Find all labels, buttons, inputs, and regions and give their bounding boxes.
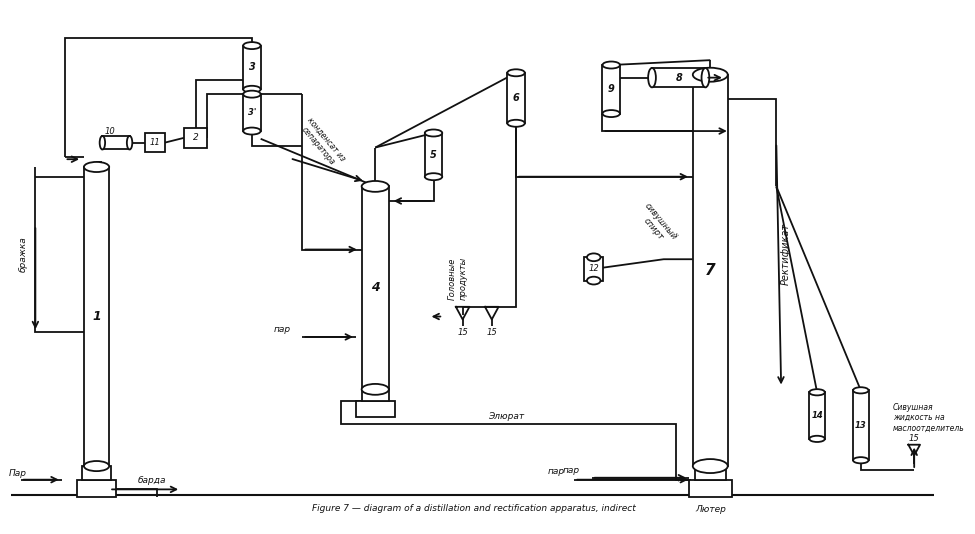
- Ellipse shape: [809, 389, 825, 395]
- Text: Figure 7 — diagram of a distillation and rectification apparatus, indirect: Figure 7 — diagram of a distillation and…: [312, 504, 636, 513]
- Ellipse shape: [99, 136, 105, 150]
- Bar: [584, 257, 604, 280]
- Ellipse shape: [243, 86, 260, 93]
- Ellipse shape: [853, 387, 869, 394]
- Ellipse shape: [587, 254, 601, 261]
- Bar: [184, 128, 208, 147]
- Bar: [362, 389, 389, 401]
- Text: Лютер: Лютер: [695, 505, 725, 514]
- Bar: [84, 167, 109, 466]
- Ellipse shape: [425, 173, 443, 180]
- Text: 4: 4: [370, 281, 379, 294]
- Bar: [362, 186, 389, 389]
- Text: пар: пар: [563, 466, 580, 475]
- Text: 3': 3': [248, 108, 256, 117]
- Text: 8: 8: [676, 73, 682, 83]
- Bar: [77, 480, 116, 497]
- Text: 11: 11: [149, 138, 160, 147]
- Ellipse shape: [507, 120, 525, 127]
- Text: Головные
продукты: Головные продукты: [448, 257, 467, 300]
- Text: Сивушная
жидкость на
маслоотделитель: Сивушная жидкость на маслоотделитель: [893, 403, 964, 433]
- Text: 14: 14: [811, 411, 823, 420]
- Ellipse shape: [603, 61, 620, 68]
- Bar: [689, 480, 731, 497]
- Text: 2: 2: [193, 134, 199, 143]
- Text: 9: 9: [607, 84, 614, 95]
- Text: 1: 1: [93, 310, 101, 323]
- Bar: [809, 392, 825, 439]
- Ellipse shape: [603, 110, 620, 117]
- Text: пар: пар: [548, 467, 565, 476]
- Bar: [356, 401, 395, 417]
- Text: барда: барда: [137, 476, 166, 485]
- Bar: [603, 65, 620, 114]
- Ellipse shape: [84, 162, 109, 172]
- Bar: [695, 466, 725, 480]
- Ellipse shape: [425, 130, 443, 137]
- Bar: [82, 466, 111, 480]
- Ellipse shape: [809, 436, 825, 442]
- Ellipse shape: [362, 384, 389, 395]
- Text: 12: 12: [588, 264, 599, 273]
- Text: 7: 7: [705, 263, 716, 278]
- Bar: [853, 390, 869, 460]
- Text: 13: 13: [855, 421, 867, 430]
- Ellipse shape: [587, 277, 601, 285]
- Text: 3: 3: [249, 62, 255, 73]
- Bar: [102, 136, 130, 150]
- Ellipse shape: [243, 42, 260, 49]
- Bar: [693, 75, 727, 466]
- Ellipse shape: [127, 136, 133, 150]
- Text: 6: 6: [513, 93, 520, 103]
- Text: 15: 15: [457, 327, 468, 336]
- Bar: [507, 73, 525, 123]
- Ellipse shape: [507, 69, 525, 76]
- Ellipse shape: [648, 68, 656, 88]
- Text: 15: 15: [487, 327, 497, 336]
- Text: Элюрат: Элюрат: [488, 412, 525, 421]
- Ellipse shape: [693, 68, 727, 82]
- Text: 15: 15: [909, 434, 919, 443]
- Bar: [243, 94, 260, 131]
- Ellipse shape: [84, 461, 109, 471]
- Text: конденсат из
сепаратора: конденсат из сепаратора: [297, 116, 347, 170]
- Text: пар: пар: [274, 325, 291, 334]
- Ellipse shape: [702, 68, 709, 88]
- Bar: [145, 133, 165, 152]
- Text: 10: 10: [104, 127, 115, 136]
- Text: сивушный
спирт: сивушный спирт: [635, 202, 679, 249]
- Text: Ректификат: Ректификат: [781, 223, 791, 285]
- Text: 5: 5: [430, 150, 437, 160]
- Text: Пар: Пар: [9, 469, 27, 478]
- Bar: [243, 45, 260, 89]
- Ellipse shape: [243, 128, 260, 135]
- Ellipse shape: [362, 181, 389, 192]
- Ellipse shape: [693, 459, 727, 473]
- Ellipse shape: [243, 91, 260, 98]
- Bar: [425, 133, 443, 177]
- Ellipse shape: [853, 457, 869, 464]
- Text: бражка: бражка: [19, 237, 27, 272]
- Bar: [652, 68, 706, 88]
